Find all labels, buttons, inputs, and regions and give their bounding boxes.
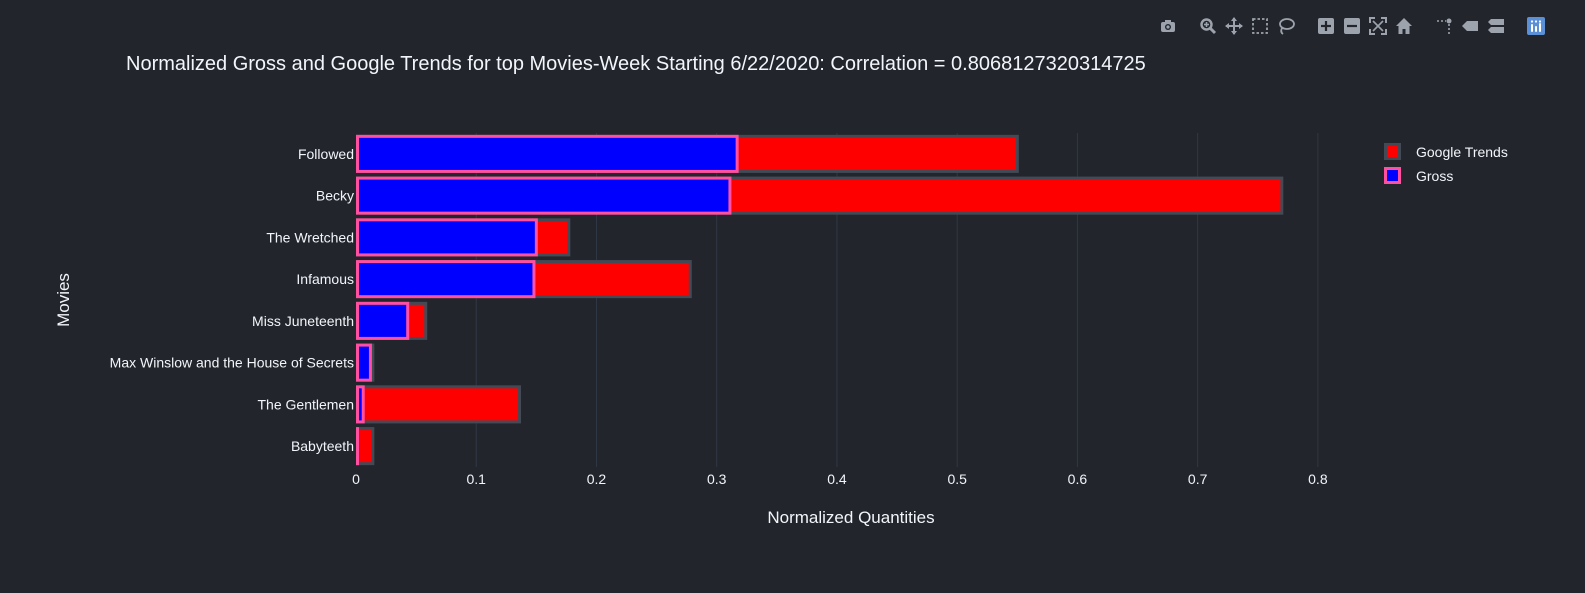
- reset-axes-button[interactable]: [1391, 14, 1417, 38]
- hover-compare-icon: [1488, 19, 1504, 33]
- hover-compare-button[interactable]: [1483, 14, 1509, 38]
- chart-title: Normalized Gross and Google Trends for t…: [126, 53, 1146, 75]
- x-tick-label: 0.6: [1068, 471, 1088, 487]
- google-trends-bar[interactable]: [356, 385, 522, 424]
- legend-item[interactable]: Gross: [1384, 167, 1454, 184]
- y-axis-title: Movies: [54, 273, 73, 327]
- x-tick-label: 0.4: [827, 471, 847, 487]
- modebar-group: [1313, 14, 1417, 38]
- legend[interactable]: Google Trends Gross: [1384, 143, 1508, 184]
- gross-bar[interactable]: [356, 176, 732, 215]
- plotly-logo-button[interactable]: [1523, 14, 1549, 38]
- x-tick-label: 0.5: [947, 471, 967, 487]
- y-tick-labels: Followed Becky The Wretched Infamous Miss Ju…: [110, 146, 354, 454]
- hover-closest-icon: [1462, 21, 1478, 31]
- x-tick-label: 0.3: [707, 471, 727, 487]
- box-select-button[interactable]: [1247, 14, 1273, 38]
- zoom-icon: [1200, 18, 1217, 35]
- box-select-icon: [1252, 18, 1268, 34]
- legend-label: Google Trends: [1416, 144, 1508, 160]
- zoom-out-button[interactable]: [1339, 14, 1365, 38]
- y-tick-label: Babyteeth: [291, 438, 354, 454]
- y-tick-label: Becky: [316, 188, 354, 204]
- x-tick-label: 0.7: [1188, 471, 1208, 487]
- x-tick-label: 0.8: [1308, 471, 1328, 487]
- x-tick-label: 0: [352, 471, 360, 487]
- modebar-group: [1431, 14, 1509, 38]
- gross-bar[interactable]: [356, 385, 365, 424]
- camera-icon: [1161, 20, 1175, 32]
- gross-bar[interactable]: [356, 260, 536, 299]
- zoom-out-icon: [1344, 18, 1360, 34]
- reset-axes-icon: [1396, 18, 1412, 34]
- legend-swatch: [1384, 167, 1401, 184]
- zoom-button[interactable]: [1195, 14, 1221, 38]
- legend-item[interactable]: Google Trends: [1384, 143, 1508, 160]
- y-tick-label: Followed: [298, 146, 354, 162]
- gross-bar[interactable]: [356, 343, 372, 382]
- y-tick-label: Max Winslow and the House of Secrets: [110, 355, 354, 371]
- legend-label: Gross: [1416, 168, 1453, 184]
- lasso-select-icon: [1279, 18, 1295, 35]
- y-tick-label: Infamous: [296, 271, 354, 287]
- zoom-in-button[interactable]: [1313, 14, 1339, 38]
- spike-lines-button[interactable]: [1431, 14, 1457, 38]
- x-tick-labels: 0 0.1 0.2 0.3 0.4 0.5 0.6 0.7 0.8: [352, 471, 1328, 487]
- plotly-logo-icon: [1527, 17, 1545, 35]
- hover-closest-button[interactable]: [1457, 14, 1483, 38]
- pan-button[interactable]: [1221, 14, 1247, 38]
- gross-bar[interactable]: [356, 301, 410, 340]
- y-tick-label: The Wretched: [266, 229, 354, 245]
- spike-lines-icon: [1437, 18, 1452, 34]
- y-tick-label: Miss Juneteenth: [252, 313, 354, 329]
- autoscale-button[interactable]: [1365, 14, 1391, 38]
- camera-button[interactable]: [1155, 14, 1181, 38]
- google-trends-bar[interactable]: [356, 427, 375, 466]
- modebar: [1141, 14, 1549, 38]
- bars[interactable]: [356, 134, 1284, 466]
- x-axis-title: Normalized Quantities: [767, 508, 934, 527]
- modebar-group: [1155, 14, 1181, 38]
- pan-icon: [1225, 17, 1243, 35]
- lasso-select-button[interactable]: [1273, 14, 1299, 38]
- modebar-group: [1523, 14, 1549, 38]
- zoom-in-icon: [1318, 18, 1334, 34]
- y-tick-label: The Gentlemen: [258, 396, 355, 412]
- gross-bar[interactable]: [356, 218, 538, 257]
- x-tick-label: 0.2: [587, 471, 607, 487]
- x-tick-label: 0.1: [467, 471, 487, 487]
- modebar-group: [1195, 14, 1299, 38]
- autoscale-icon: [1369, 17, 1387, 35]
- legend-swatch: [1384, 143, 1401, 160]
- gross-bar[interactable]: [356, 134, 739, 173]
